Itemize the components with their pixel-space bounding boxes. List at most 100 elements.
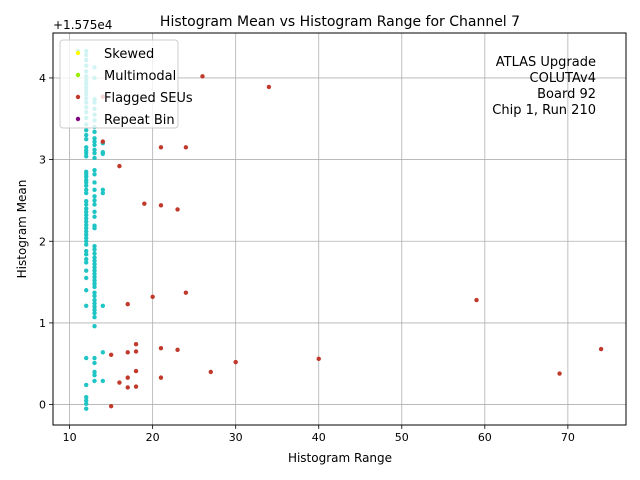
legend-marker (75, 116, 81, 122)
data-point (84, 235, 89, 241)
data-point (92, 304, 97, 309)
data-point (92, 355, 97, 361)
data-point (92, 168, 97, 173)
data-point (92, 372, 97, 378)
data-point (92, 139, 97, 144)
data-point (84, 154, 89, 159)
data-point (92, 261, 97, 267)
data-point (158, 145, 164, 150)
x-tick-label: 30 (229, 431, 243, 444)
data-point (183, 290, 189, 295)
data-point (92, 323, 97, 329)
data-point (84, 127, 89, 133)
data-point (84, 401, 89, 406)
data-point (92, 310, 97, 316)
x-tick-label: 50 (395, 431, 409, 444)
legend-label: Flagged SEUs (104, 91, 193, 106)
data-point (92, 297, 97, 303)
y-axis-ticks: 0 1 2 3 4 (39, 72, 53, 412)
data-point (92, 155, 97, 161)
legend-box (59, 39, 179, 129)
data-point (92, 198, 97, 203)
data-point (84, 190, 89, 196)
data-point (92, 225, 97, 231)
y-axis-label: Histogram Mean (15, 180, 29, 279)
data-point (100, 303, 106, 308)
data-point (316, 356, 321, 362)
series-group (100, 74, 604, 409)
data-point (84, 268, 89, 273)
data-point (92, 255, 97, 260)
legend-marker (75, 72, 81, 78)
data-point (84, 132, 89, 138)
data-point (84, 222, 89, 228)
data-point (84, 219, 89, 224)
data-point (84, 382, 89, 388)
data-point (598, 346, 604, 352)
data-point (92, 187, 97, 192)
data-point (100, 350, 106, 355)
data-point (125, 375, 130, 380)
data-point (92, 301, 97, 306)
data-point (84, 406, 89, 411)
data-point (92, 369, 97, 375)
data-point (92, 268, 97, 273)
data-point (84, 275, 89, 281)
data-point (92, 293, 97, 299)
x-tick-label: 60 (478, 431, 492, 444)
data-point (92, 378, 97, 384)
data-point (175, 207, 180, 212)
legend-marker (75, 94, 81, 100)
data-point (142, 201, 147, 206)
data-point (84, 229, 89, 234)
legend-label: Repeat Bin (104, 113, 175, 128)
data-point (92, 214, 97, 219)
data-point (92, 251, 97, 256)
data-point (84, 225, 89, 231)
x-axis-label: Histogram Range (288, 451, 392, 465)
data-point (474, 297, 479, 303)
data-point (84, 239, 89, 244)
data-point (125, 385, 130, 390)
data-point (84, 183, 89, 188)
data-point (92, 271, 97, 277)
data-point (92, 307, 97, 313)
data-point (92, 247, 97, 252)
data-point (84, 145, 89, 150)
y-tick-label: 4 (39, 72, 46, 85)
data-point (84, 252, 89, 257)
data-point (92, 136, 97, 141)
data-point (100, 151, 106, 157)
data-point (117, 380, 122, 385)
axes-frame (52, 32, 627, 426)
y-tick-label: 2 (39, 235, 46, 248)
data-point (92, 258, 97, 264)
annotation-line: COLUTAv4 (530, 71, 596, 86)
data-point (92, 284, 97, 290)
x-tick-label: 20 (146, 431, 160, 444)
data-point (158, 346, 164, 351)
data-point (117, 163, 122, 169)
data-point (84, 242, 89, 247)
data-point (92, 180, 97, 185)
data-point (557, 371, 562, 376)
data-point (84, 232, 89, 237)
data-point (92, 315, 97, 320)
data-point (92, 278, 97, 283)
legend-marker (75, 50, 81, 56)
data-point (200, 74, 205, 79)
data-point (92, 274, 97, 280)
annotation-line: ATLAS Upgrade (496, 55, 596, 70)
legend-label: Skewed (104, 47, 154, 62)
data-point (84, 199, 89, 204)
annotation-line: Chip 1, Run 210 (492, 103, 596, 118)
data-point (84, 174, 89, 179)
data-point (183, 145, 189, 150)
data-point (92, 142, 97, 148)
data-point (92, 129, 97, 135)
y-offset-label: +1.575e4 (53, 18, 112, 32)
data-point (84, 248, 89, 254)
data-point (125, 350, 130, 355)
data-point (84, 136, 89, 142)
